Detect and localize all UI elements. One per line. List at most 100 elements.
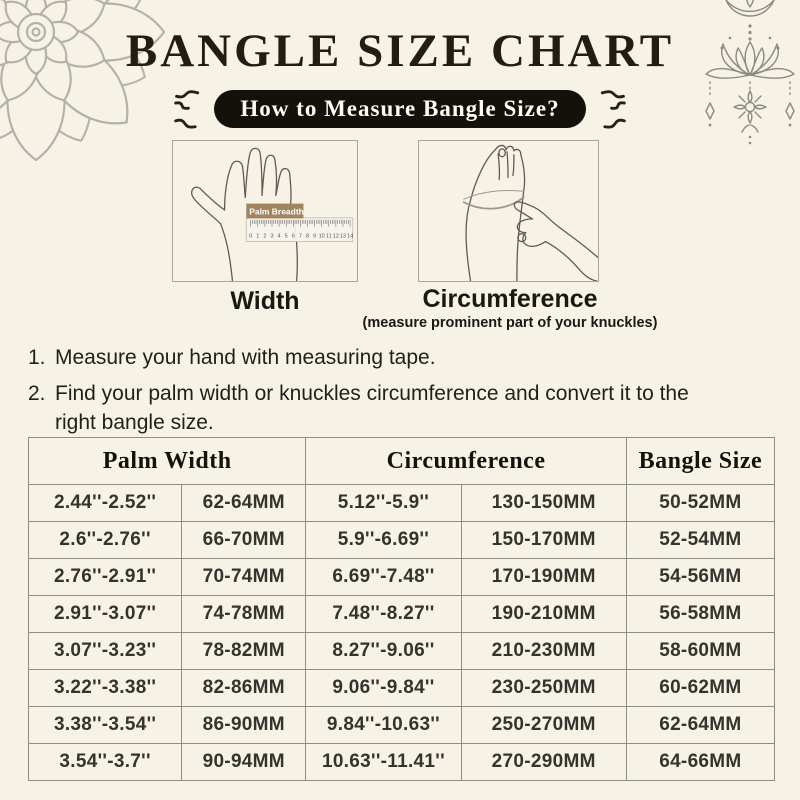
table-cell: 86-90MM bbox=[181, 706, 307, 744]
hand-width-illustration: 0 1 2 3 4 5 6 7 8 9 10 11 12 13 14 Palm Breadth bbox=[190, 147, 353, 281]
table-cell: 130-150MM bbox=[460, 484, 627, 522]
ruler-number: 13 bbox=[340, 234, 346, 240]
measuring-hand bbox=[513, 201, 598, 281]
table-cell: 66-70MM bbox=[181, 521, 307, 559]
table-row: 2.6''-2.76'' 66-70MM 5.9''-6.69'' 150-170MM… bbox=[27, 521, 776, 559]
size-table: Palm Width Circumference Bangle Size 2.4… bbox=[27, 437, 776, 781]
ruler-number: 8 bbox=[306, 234, 309, 240]
table-cell: 74-78MM bbox=[181, 595, 307, 633]
width-caption: Width bbox=[230, 287, 300, 315]
flourish-left-icon bbox=[174, 90, 200, 129]
table-cell: 190-210MM bbox=[460, 595, 627, 633]
lotus-flower-icon bbox=[705, 41, 795, 79]
how-to-measure-badge: How to Measure Bangle Size? bbox=[214, 90, 586, 128]
size-table-body: 2.44''-2.52'' 62-64MM 5.12''-5.9'' 130-150M… bbox=[27, 484, 776, 781]
table-cell: 8.27''-9.06'' bbox=[305, 632, 462, 670]
header-circumference: Circumference bbox=[305, 437, 627, 485]
table-cell: 90-94MM bbox=[181, 743, 307, 781]
crescent-moon-icon bbox=[725, 0, 775, 17]
badge-row: How to Measure Bangle Size? bbox=[0, 87, 800, 131]
palm-breadth-label: Palm Breadth bbox=[249, 206, 304, 216]
table-cell: 3.07''-3.23'' bbox=[27, 632, 183, 670]
flourish-right-icon bbox=[600, 90, 626, 129]
table-row: 2.91''-3.07'' 74-78MM 7.48''-8.27'' 190-210… bbox=[27, 595, 776, 633]
ruler-numbers: 0 1 2 3 4 5 6 7 8 9 10 11 12 13 14 bbox=[249, 234, 353, 240]
instruction-number: 2. bbox=[28, 381, 46, 405]
small-flower-icon bbox=[733, 81, 767, 124]
table-cell: 210-230MM bbox=[460, 632, 627, 670]
ruler-number: 3 bbox=[270, 234, 273, 240]
ruler-number: 9 bbox=[313, 234, 316, 240]
table-cell: 82-86MM bbox=[181, 669, 307, 707]
table-cell: 2.44''-2.52'' bbox=[27, 484, 183, 522]
table-cell: 170-190MM bbox=[460, 558, 627, 596]
page-title: BANGLE SIZE CHART bbox=[125, 25, 675, 77]
table-cell: 7.48''-8.27'' bbox=[305, 595, 462, 633]
hand-circumference-illustration bbox=[462, 144, 598, 281]
ruler-graphic: 0 1 2 3 4 5 6 7 8 9 10 11 12 13 14 Palm Breadth bbox=[245, 203, 353, 242]
table-cell: 56-58MM bbox=[625, 595, 776, 633]
instruction-text: Measure your hand with measuring tape. bbox=[55, 346, 436, 369]
lotus-ornament-icon bbox=[705, 0, 795, 145]
ruler-number: 7 bbox=[299, 234, 302, 240]
table-cell: 70-74MM bbox=[181, 558, 307, 596]
table-cell: 52-54MM bbox=[625, 521, 776, 559]
table-cell: 2.91''-3.07'' bbox=[27, 595, 183, 633]
table-cell: 5.12''-5.9'' bbox=[305, 484, 462, 522]
table-cell: 58-60MM bbox=[625, 632, 776, 670]
ruler-number: 1 bbox=[256, 234, 259, 240]
circumference-caption: Circumference (measure prominent part of… bbox=[360, 285, 660, 331]
instruction-item: 2. Find your palm width or knuckles circu… bbox=[28, 380, 744, 438]
table-cell: 62-64MM bbox=[625, 706, 776, 744]
table-cell: 60-62MM bbox=[625, 669, 776, 707]
table-cell: 250-270MM bbox=[460, 706, 627, 744]
table-cell: 150-170MM bbox=[460, 521, 627, 559]
table-row: 3.07''-3.23'' 78-82MM 8.27''-9.06'' 210-230… bbox=[27, 632, 776, 670]
table-cell: 2.6''-2.76'' bbox=[27, 521, 183, 559]
ruler-number: 2 bbox=[263, 234, 266, 240]
table-cell: 50-52MM bbox=[625, 484, 776, 522]
circumference-caption-title: Circumference bbox=[422, 285, 598, 313]
table-cell: 3.38''-3.54'' bbox=[27, 706, 183, 744]
table-row: 2.76''-2.91'' 70-74MM 6.69''-7.48'' 170-190… bbox=[27, 558, 776, 596]
ruler-number: 5 bbox=[285, 234, 288, 240]
table-row: 3.38''-3.54'' 86-90MM 9.84''-10.63'' 250-27… bbox=[27, 706, 776, 744]
circumference-caption-note: (measure prominent part of your knuckles… bbox=[362, 315, 658, 331]
instruction-number: 1. bbox=[28, 346, 46, 369]
table-cell: 9.06''-9.84'' bbox=[305, 669, 462, 707]
table-cell: 2.76''-2.91'' bbox=[27, 558, 183, 596]
instruction-item: 1. Measure your hand with measuring tape. bbox=[28, 344, 744, 373]
table-cell: 6.69''-7.48'' bbox=[305, 558, 462, 596]
table-row: 3.54''-3.7'' 90-94MM 10.63''-11.41'' 270-29… bbox=[27, 743, 776, 781]
table-cell: 64-66MM bbox=[625, 743, 776, 781]
ruler-ticks bbox=[250, 219, 351, 227]
table-row: 2.44''-2.52'' 62-64MM 5.12''-5.9'' 130-150M… bbox=[27, 484, 776, 522]
header-bangle-size: Bangle Size bbox=[625, 437, 776, 485]
table-cell: 3.54''-3.7'' bbox=[27, 743, 183, 781]
table-cell: 3.22''-3.38'' bbox=[27, 669, 183, 707]
table-cell: 62-64MM bbox=[181, 484, 307, 522]
table-cell: 5.9''-6.69'' bbox=[305, 521, 462, 559]
side-hangers bbox=[705, 81, 795, 127]
marquise-icon bbox=[746, 0, 754, 8]
width-figure-box: 0 1 2 3 4 5 6 7 8 9 10 11 12 13 14 Palm Breadth bbox=[172, 140, 358, 282]
mandala-petals bbox=[0, 0, 166, 162]
ruler-number: 14 bbox=[347, 234, 353, 240]
table-cell: 9.84''-10.63'' bbox=[305, 706, 462, 744]
ruler-number: 11 bbox=[326, 234, 332, 240]
ruler-number: 10 bbox=[319, 234, 325, 240]
ruler-number: 4 bbox=[278, 234, 281, 240]
sprigs bbox=[741, 124, 759, 145]
table-cell: 230-250MM bbox=[460, 669, 627, 707]
circumference-figure-box bbox=[418, 140, 599, 282]
instructions-list: 1. Measure your hand with measuring tape.… bbox=[28, 344, 744, 445]
table-cell: 10.63''-11.41'' bbox=[305, 743, 462, 781]
ruler-number: 12 bbox=[333, 234, 339, 240]
table-row: 3.22''-3.38'' 82-86MM 9.06''-9.84'' 230-250… bbox=[27, 669, 776, 707]
ruler-number: 6 bbox=[292, 234, 295, 240]
header-palm-width: Palm Width bbox=[27, 437, 307, 485]
table-cell: 54-56MM bbox=[625, 558, 776, 596]
instruction-text: Find your palm width or knuckles circumf… bbox=[55, 381, 689, 434]
table-cell: 270-290MM bbox=[460, 743, 627, 781]
